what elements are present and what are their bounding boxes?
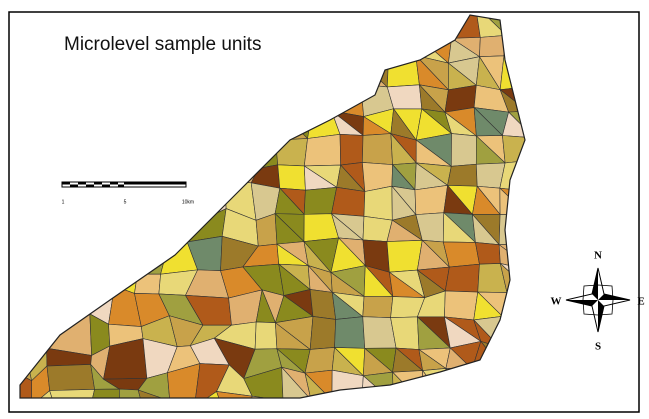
compass-east: E xyxy=(637,296,644,308)
scale-check xyxy=(110,182,118,185)
sample-unit xyxy=(387,85,422,109)
compass-west: W xyxy=(551,296,562,308)
map-title: Microlevel sample units xyxy=(64,34,261,55)
sample-unit xyxy=(47,364,95,390)
sample-unit xyxy=(443,242,479,267)
sample-unit xyxy=(415,185,448,214)
map: Microlevel sample units 1 5 10km N S W E xyxy=(0,0,649,419)
scale-check xyxy=(62,182,70,185)
sample-unit xyxy=(310,316,336,349)
sample-unit xyxy=(364,186,392,220)
sample-unit xyxy=(335,317,365,349)
sample-unit xyxy=(304,134,340,166)
sample-unit xyxy=(448,164,478,186)
sample-unit xyxy=(340,134,363,165)
scale-segment xyxy=(124,182,186,185)
sample-unit xyxy=(444,291,477,320)
sample-unit xyxy=(304,187,337,214)
sample-unit xyxy=(475,242,500,264)
sample-unit xyxy=(363,296,393,317)
sample-unit xyxy=(255,322,277,349)
sample-unit xyxy=(332,187,365,216)
scale-check xyxy=(118,185,124,188)
scale-label: 10km xyxy=(182,199,194,205)
scale-check xyxy=(78,182,86,185)
scale-check xyxy=(86,185,94,188)
sample-unit xyxy=(387,240,422,272)
compass-north: N xyxy=(594,250,602,262)
scale-check xyxy=(70,185,78,188)
scale-label: 1 xyxy=(62,199,65,205)
sample-unit xyxy=(451,134,476,167)
compass-south: S xyxy=(595,341,601,353)
sample-unit xyxy=(310,289,336,319)
sample-unit xyxy=(445,264,479,292)
sample-unit xyxy=(362,134,392,165)
scale-check xyxy=(102,185,110,188)
scale-label: 5 xyxy=(124,199,127,205)
sample-unit xyxy=(278,165,306,190)
scale-check xyxy=(94,182,102,185)
